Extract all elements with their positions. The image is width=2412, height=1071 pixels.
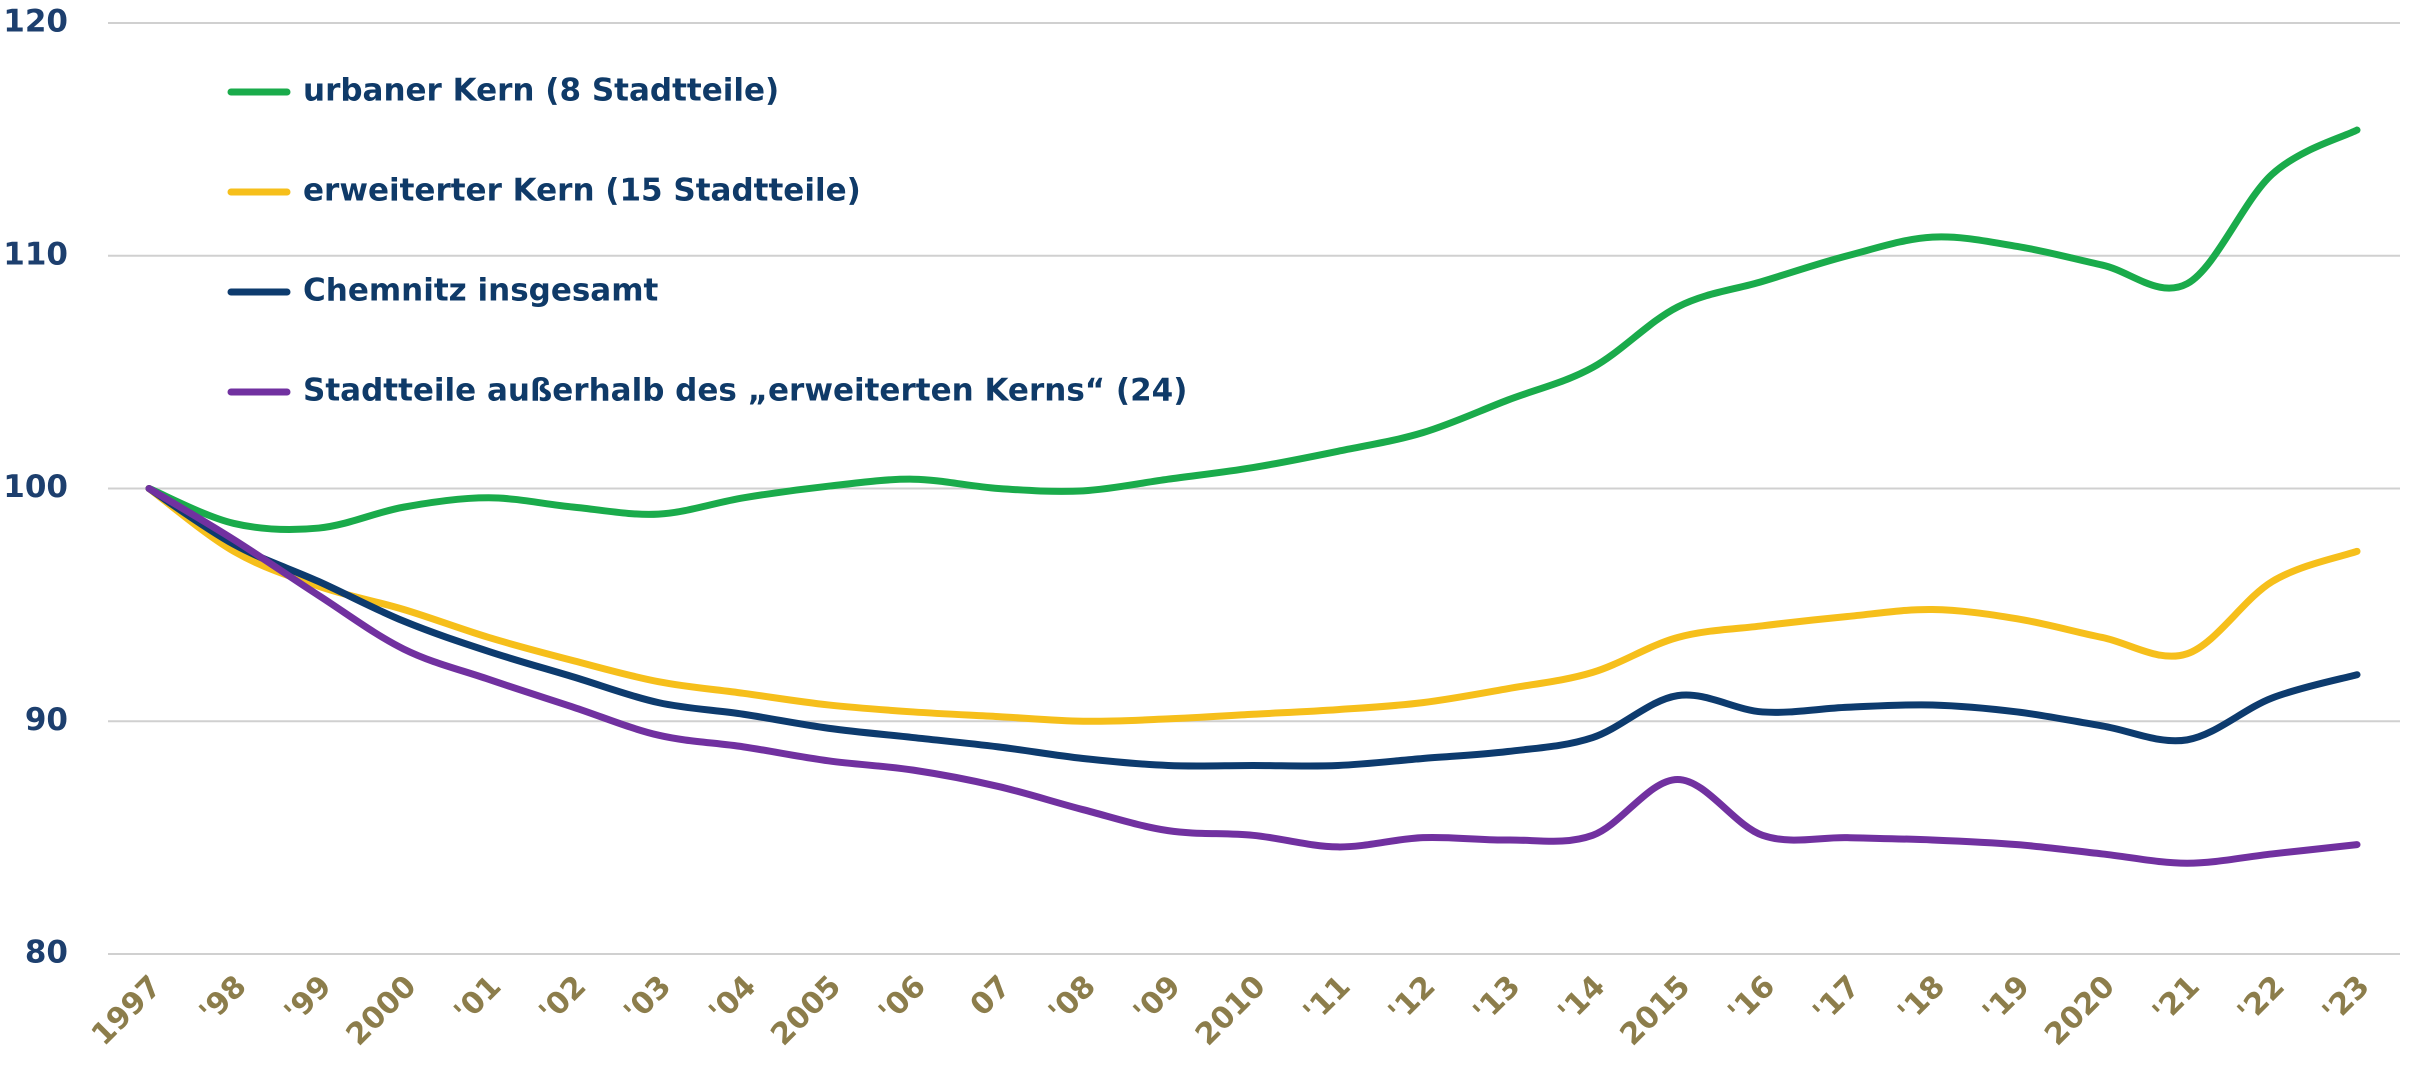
x-tick-label: 2005: [764, 969, 848, 1053]
x-tick-label: '99: [278, 969, 339, 1030]
line-series: [145, 485, 2361, 770]
x-tick-label: '17: [1806, 969, 1867, 1030]
line-series: [145, 485, 2361, 725]
x-tick-label: 1997: [85, 969, 169, 1053]
x-tick-label: '19: [1976, 969, 2037, 1030]
x-tick-label: 2015: [1613, 969, 1697, 1053]
x-tick-label: '98: [193, 969, 254, 1030]
x-tick-label: '09: [1127, 969, 1188, 1030]
y-tick-label: 80: [25, 935, 68, 971]
x-tick-label: '13: [1467, 969, 1528, 1030]
x-tick-label: '12: [1382, 969, 1443, 1030]
legend-label: Stadtteile außerhalb des „erweiterten Ke…: [303, 373, 1187, 409]
x-tick-label: '23: [2316, 969, 2377, 1030]
legend-label: erweiterter Kern (15 Stadtteile): [303, 173, 861, 209]
x-tick-label: '03: [617, 969, 678, 1030]
line-series: [145, 126, 2361, 534]
y-tick-label: 100: [3, 469, 68, 505]
x-tick-label: '04: [702, 969, 763, 1030]
x-tick-label: 2020: [2038, 969, 2122, 1053]
x-tick-label: '11: [1297, 969, 1358, 1030]
x-tick-label: '21: [2146, 969, 2207, 1030]
x-tick-label: '02: [533, 969, 594, 1030]
y-tick-label: 90: [25, 702, 68, 738]
x-tick-label: '14: [1552, 969, 1613, 1030]
x-tick-label: '16: [1721, 969, 1782, 1030]
legend-label: Chemnitz insgesamt: [303, 273, 659, 309]
x-tick-label: '01: [448, 969, 509, 1030]
x-tick-label: 2000: [340, 969, 424, 1053]
line-series: [145, 485, 2361, 867]
x-tick-label: '08: [1042, 969, 1103, 1030]
x-tick-label: '06: [872, 969, 933, 1030]
x-tick-label: '22: [2231, 969, 2292, 1030]
x-tick-label: 07: [964, 969, 1018, 1023]
y-tick-label: 110: [3, 236, 68, 272]
x-tick-label: '18: [1891, 969, 1952, 1030]
y-tick-label: 120: [3, 4, 68, 40]
x-tick-label: 2010: [1189, 969, 1273, 1053]
legend-label: urbaner Kern (8 Stadtteile): [303, 73, 779, 109]
